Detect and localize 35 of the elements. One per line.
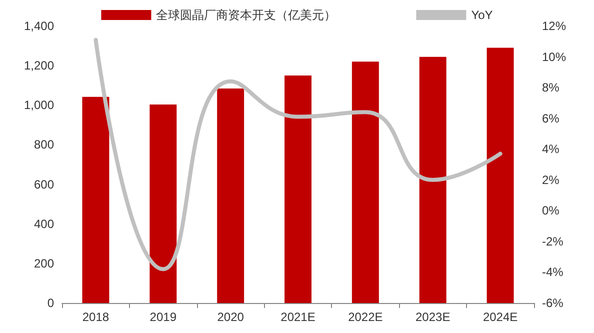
legend-label: 全球圆晶厂商资本开支（亿美元） xyxy=(156,8,336,22)
y-tick-label: 0 xyxy=(47,296,54,310)
y-tick-label: 400 xyxy=(34,216,54,231)
x-tick-label: 2019 xyxy=(150,310,177,324)
y-tick-label: 800 xyxy=(34,138,54,152)
legend-label: YoY xyxy=(471,8,493,22)
x-tick-label: 2024E xyxy=(482,310,518,324)
x-tick-label: 2022E xyxy=(348,310,383,324)
y2-tick-label: 0% xyxy=(542,204,560,218)
y2-tick-label: -6% xyxy=(542,296,564,310)
bar xyxy=(419,56,446,303)
line-series xyxy=(94,38,502,272)
bar xyxy=(284,75,312,303)
x-tick-label: 2020 xyxy=(217,310,244,324)
y2-tick-label: -2% xyxy=(542,234,564,248)
x-tick-label: 2018 xyxy=(82,310,110,324)
y-tick-label: 1,000 xyxy=(24,98,54,112)
y2-tick-label: 8% xyxy=(542,80,560,95)
y2-tick-label: 6% xyxy=(542,111,560,126)
y-tick-label: 200 xyxy=(34,256,54,270)
y2-tick-label: 12% xyxy=(542,19,566,33)
x-tick-label: 2021E xyxy=(280,310,316,324)
y2-tick-label: 2% xyxy=(542,172,560,187)
x-tick-label: 2023E xyxy=(416,310,450,324)
y-tick-label: 1,200 xyxy=(24,58,54,73)
y2-tick-label: 10% xyxy=(542,50,566,64)
bar xyxy=(217,88,244,303)
bar xyxy=(352,62,379,303)
bar xyxy=(150,104,177,303)
y2-tick-label: -4% xyxy=(542,265,564,280)
y-tick-label: 1,400 xyxy=(24,19,54,33)
y2-tick-label: 4% xyxy=(542,142,560,156)
y-tick-label: 600 xyxy=(34,177,54,192)
bar xyxy=(486,48,514,303)
bar xyxy=(82,96,110,303)
